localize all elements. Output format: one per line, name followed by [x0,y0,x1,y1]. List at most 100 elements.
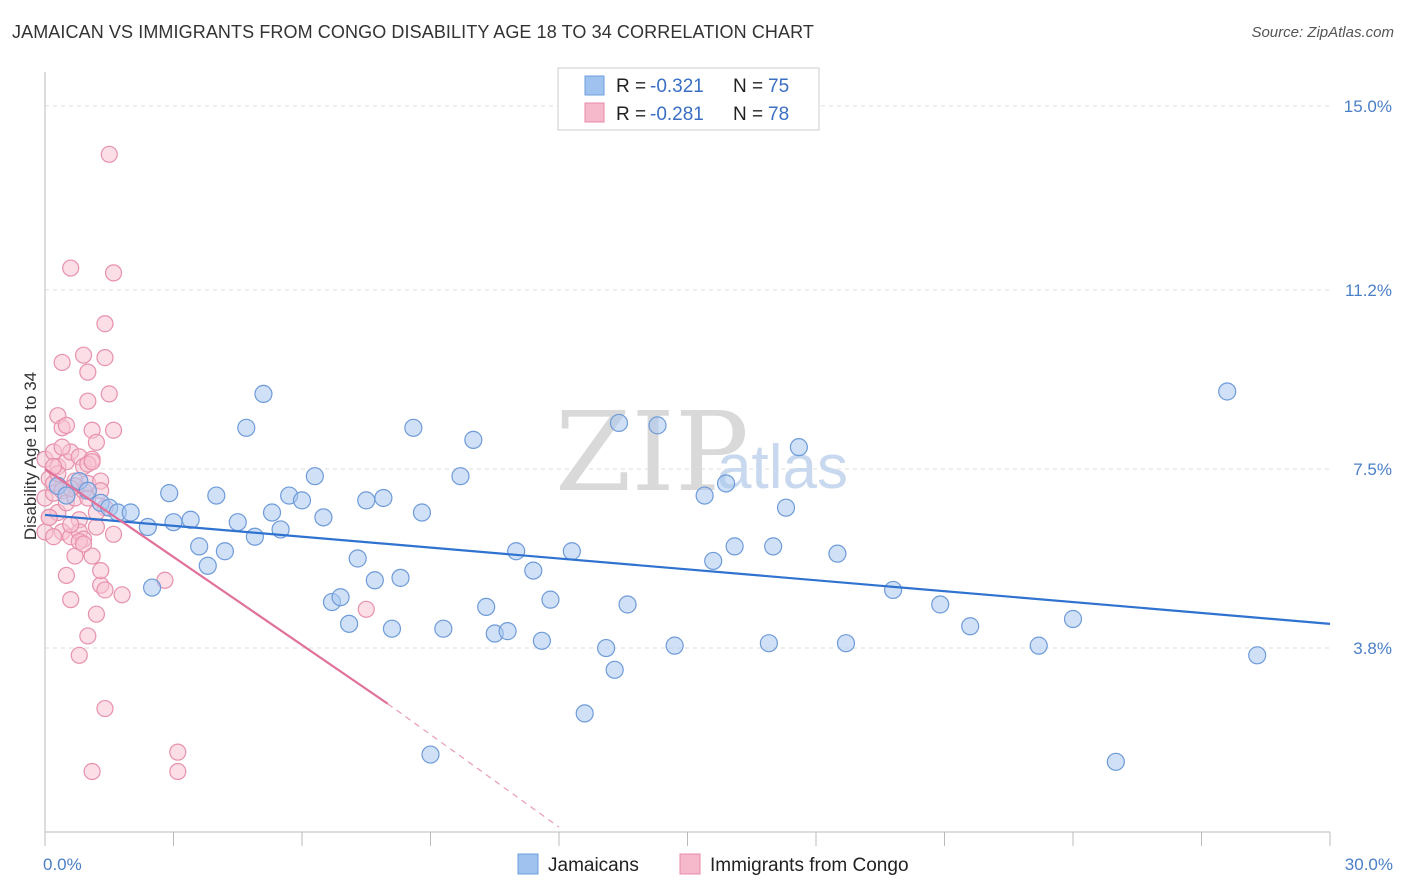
bottom-legend-swatch-jamaicans [517,853,539,875]
jamaican-point-58 [704,551,723,571]
legend-swatch-congo [584,102,605,123]
jamaican-point-68 [931,595,950,614]
y-tick-label-1: 7.5% [1353,460,1392,479]
jamaican-point-56 [665,636,684,655]
congo-point-55 [104,525,123,543]
jamaican-point-61 [759,634,778,653]
jamaican-point-69 [961,617,980,636]
jamaican-point-9 [142,578,162,597]
congo-point-59 [40,508,58,526]
trend-lines [44,468,1331,828]
jamaican-point-37 [412,503,432,522]
y-axis-label: Disability Age 18 to 34 [21,372,40,540]
congo-point-12 [53,353,71,372]
chart-title: JAMAICAN VS IMMIGRANTS FROM CONGO DISABI… [12,22,814,42]
jamaican-point-19 [245,527,264,546]
jamaican-point-42 [477,597,496,617]
x-tick-label-0: 0.0% [43,855,82,874]
congo-point-42 [87,433,106,451]
jamaican-point-59 [716,474,736,493]
x-tick-labels: 0.0% 30.0% [43,855,1393,874]
congo-point-56 [104,421,123,439]
jamaican-point-67 [883,580,903,600]
jamaican-point-49 [562,542,581,561]
congo-point-70 [92,561,110,580]
legend-n-value-jamaicans: 75 [768,76,789,97]
jamaican-point-47 [532,631,551,650]
legend-r-value-jamaicans: -0.321 [650,76,704,97]
jamaican-point-36 [404,418,423,437]
bottom-legend: Jamaicans Immigrants from Congo [517,853,909,876]
jamaican-point-74 [1248,646,1267,665]
jamaican-point-38 [421,745,440,764]
congo-point-76 [169,743,187,761]
jamaican-point-32 [365,571,384,590]
trend-line-congo [44,468,389,705]
congo-point-57 [104,264,123,282]
congo-point-30 [74,346,93,364]
jamaican-point-64 [789,438,808,457]
jamaican-point-51 [597,638,616,658]
jamaican-point-20 [254,384,273,404]
jamaican-point-41 [464,430,483,449]
congo-point-33 [79,627,97,645]
jamaican-point-24 [292,491,312,510]
jamaican-point-53 [609,413,629,433]
jamaican-point-60 [725,537,744,556]
bottom-legend-label-jamaicans: Jamaicans [548,855,639,876]
y-tick-label-2: 11.2% [1345,281,1392,300]
jamaican-point-3 [78,481,97,500]
congo-point-75 [169,762,187,781]
legend: R = -0.321 N = 75 R = -0.281 N = 78 [557,67,820,131]
jamaican-point-54 [618,595,637,614]
y-tick-label-3: 15.0% [1344,97,1392,116]
congo-point-27 [70,646,88,664]
jamaican-point-25 [305,467,324,486]
jamaican-point-18 [237,418,256,437]
congo-point-15 [57,566,76,585]
y-tick-label-0: 3.8% [1353,639,1392,658]
jamaican-point-7 [121,503,140,522]
bottom-legend-label-congo: Immigrants from Congo [710,855,909,876]
congo-point-36 [79,363,97,381]
jamaican-point-1 [57,486,76,505]
legend-swatch-jamaicans [584,75,605,96]
jamaican-point-57 [695,486,714,505]
congo-point-54 [100,385,118,403]
x-tick-label-1: 30.0% [1345,855,1393,874]
jamaican-point-65 [828,544,847,563]
legend-n-label-congo: N = [733,104,763,125]
jamaican-point-48 [541,590,560,609]
congo-point-43 [87,605,106,623]
jamaican-point-13 [190,537,209,556]
jamaican-point-40 [451,467,470,486]
grid-lines [45,105,1330,649]
jamaican-point-30 [348,549,367,568]
congo-point-34 [79,392,97,410]
jamaican-point-14 [198,556,217,575]
congo-point-60 [44,528,63,546]
legend-r-label-congo: R = [616,104,646,125]
jamaican-point-66 [836,634,856,653]
jamaican-point-17 [228,513,247,532]
y-tick-labels: 3.8% 7.5% 11.2% 15.0% [1344,97,1392,658]
congo-point-50 [96,699,114,718]
jamaican-point-39 [434,619,453,638]
congo-point-71 [53,438,71,456]
congo-point-52 [96,315,114,333]
jamaican-point-55 [648,416,667,435]
jamaican-point-33 [374,488,393,508]
jamaican-point-72 [1106,752,1125,771]
congo-point-41 [83,547,101,565]
jamaican-point-10 [160,484,179,503]
congo-point-48 [96,581,114,599]
congo-point-68 [83,453,101,471]
jamaican-point-73 [1218,382,1237,401]
jamaican-point-62 [764,537,783,556]
jamaican-point-16 [215,542,234,561]
source-label: Source: ZipAtlas.com [1251,24,1394,41]
congo-point-18 [62,259,80,277]
jamaican-point-15 [207,486,226,505]
congo-point-21 [62,591,80,609]
